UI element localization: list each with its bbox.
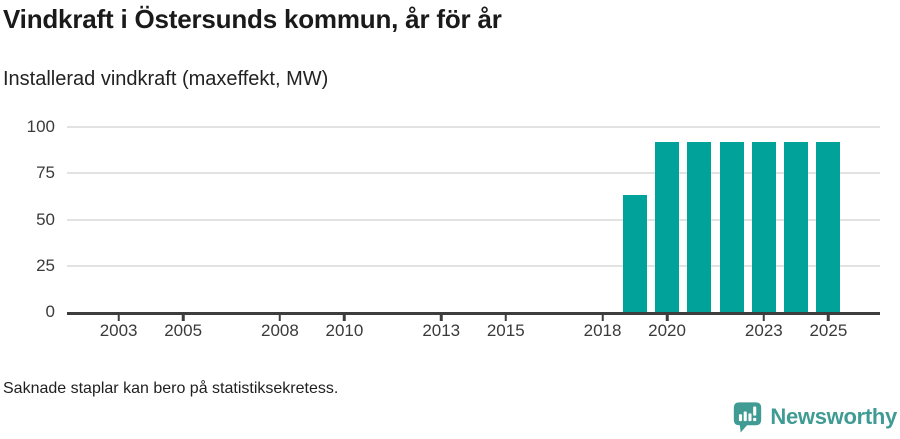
newsworthy-logo-text: Newsworthy [770, 404, 897, 429]
x-axis-tick-label: 2023 [744, 321, 783, 340]
x-axis-labels: 2003 2005 2008 2010 2013 2015 2018 2020 2023 2025 [67, 321, 880, 343]
bar-2020 [655, 141, 680, 312]
newsworthy-logo[interactable]: Newsworthy [732, 400, 897, 434]
y-gridline [67, 172, 880, 175]
y-axis-tick-label: 75 [36, 163, 55, 183]
x-axis-tick [278, 315, 282, 321]
bar-2025 [816, 141, 841, 312]
y-gridline [67, 218, 880, 221]
chart-title: Vindkraft i Östersunds kommun, år för år [3, 4, 502, 34]
x-axis-tick-label: 2018 [583, 321, 622, 340]
x-axis-tick [601, 315, 604, 321]
x-axis-tick-label: 2015 [486, 321, 525, 340]
x-axis-tick-label: 2008 [261, 321, 299, 340]
x-axis-tick-label: 2025 [809, 321, 848, 340]
y-axis-tick-label: 50 [36, 209, 55, 229]
y-gridline [67, 264, 880, 267]
bar-2023 [751, 141, 776, 312]
footnote: Saknade staplar kan bero på statistiksek… [3, 380, 339, 397]
x-axis-tick-label: 2013 [422, 321, 461, 340]
bar-2024 [784, 141, 809, 312]
x-axis-tick [343, 315, 346, 321]
x-axis-line [67, 312, 880, 315]
x-axis-tick-label: 2010 [325, 321, 364, 340]
y-axis-tick-label: 0 [45, 302, 55, 321]
chart-subtitle: Installerad vindkraft (maxeffekt, MW) [3, 68, 329, 90]
bar-2019 [622, 195, 647, 312]
x-axis-tick-label: 2020 [648, 321, 686, 340]
x-axis-tick [665, 315, 669, 321]
x-axis-tick-label: 2005 [164, 321, 203, 340]
x-axis-tick [181, 315, 185, 321]
x-axis-tick [439, 315, 443, 321]
x-axis-tick [827, 315, 830, 321]
x-axis-tick [504, 315, 507, 321]
x-axis-tick [762, 315, 766, 321]
bar-chart-speech-bubble-icon [734, 402, 762, 433]
x-axis-tick [117, 315, 120, 321]
y-axis-labels: 0 25 50 75 100 [0, 117, 55, 321]
y-axis-tick-label: 25 [36, 255, 55, 275]
bar-2021 [687, 141, 712, 312]
y-axis-tick-label: 100 [26, 117, 55, 136]
plot-area [67, 126, 880, 321]
y-gridline [67, 126, 880, 128]
x-axis-tick-label: 2003 [99, 321, 138, 340]
bar-2022 [719, 141, 744, 312]
